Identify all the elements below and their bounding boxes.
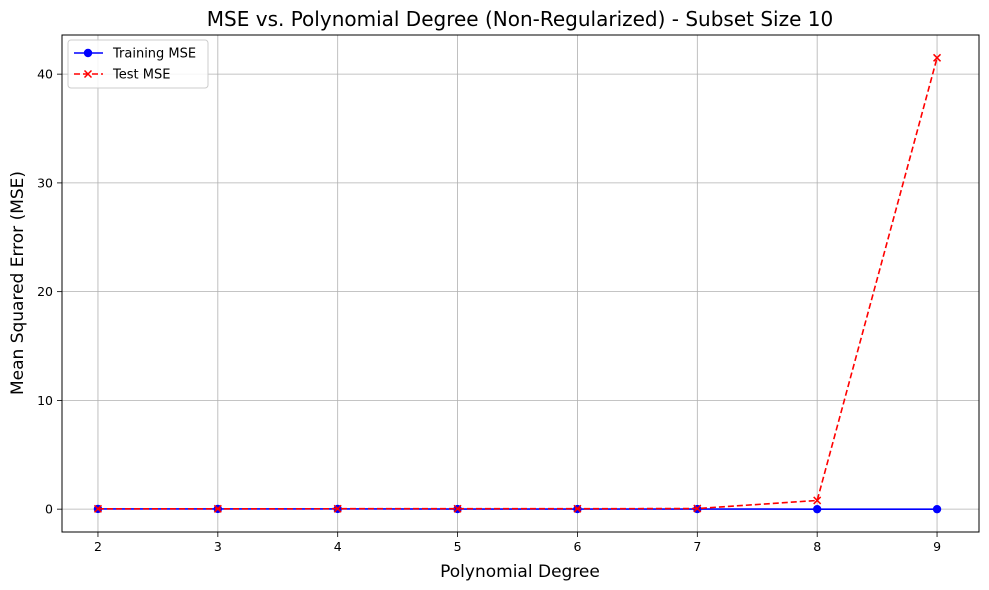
test-mse-point xyxy=(813,496,822,505)
test-mse-point xyxy=(573,504,582,513)
test-mse-point xyxy=(213,504,222,513)
x-tick-label: 4 xyxy=(334,539,342,554)
test-mse-point xyxy=(693,504,702,513)
test-mse-point xyxy=(453,504,462,513)
x-tick-label: 3 xyxy=(214,539,222,554)
y-tick-label: 0 xyxy=(45,502,53,517)
test-mse-line xyxy=(97,57,938,510)
legend-frame xyxy=(67,39,209,89)
x-tick-label: 7 xyxy=(693,539,701,554)
y-tick-label: 20 xyxy=(37,284,53,299)
y-tick-label: 30 xyxy=(37,175,53,190)
series xyxy=(93,53,942,514)
training-mse-point xyxy=(812,504,822,514)
test-mse-point xyxy=(933,53,942,62)
axes: 2 3 4 5 6 7 8 9 0 10 20 30 40 xyxy=(37,67,941,554)
legend-test-marker xyxy=(83,69,93,79)
x-tick-label: 5 xyxy=(454,539,462,554)
x-tick-label: 2 xyxy=(94,539,102,554)
legend-training-label: Training MSE xyxy=(112,47,196,62)
x-tick-label: 8 xyxy=(813,539,821,554)
test-mse-point xyxy=(93,504,102,513)
y-axis-label: Mean Squared Error (MSE) xyxy=(8,171,28,395)
y-tick-label: 10 xyxy=(37,393,53,408)
legend-test-label: Test MSE xyxy=(112,68,170,83)
x-tick-label: 6 xyxy=(573,539,581,554)
x-tick-label: 9 xyxy=(933,539,941,554)
legend: Training MSE Test MSE xyxy=(67,39,209,89)
test-mse-point xyxy=(333,504,342,513)
y-tick-label: 40 xyxy=(37,67,53,82)
legend-training-marker xyxy=(83,48,93,58)
plot-frame xyxy=(61,34,980,533)
chart-title: MSE vs. Polynomial Degree (Non-Regulariz… xyxy=(207,7,833,31)
x-axis-label: Polynomial Degree xyxy=(440,562,600,582)
training-mse-point xyxy=(932,504,942,514)
